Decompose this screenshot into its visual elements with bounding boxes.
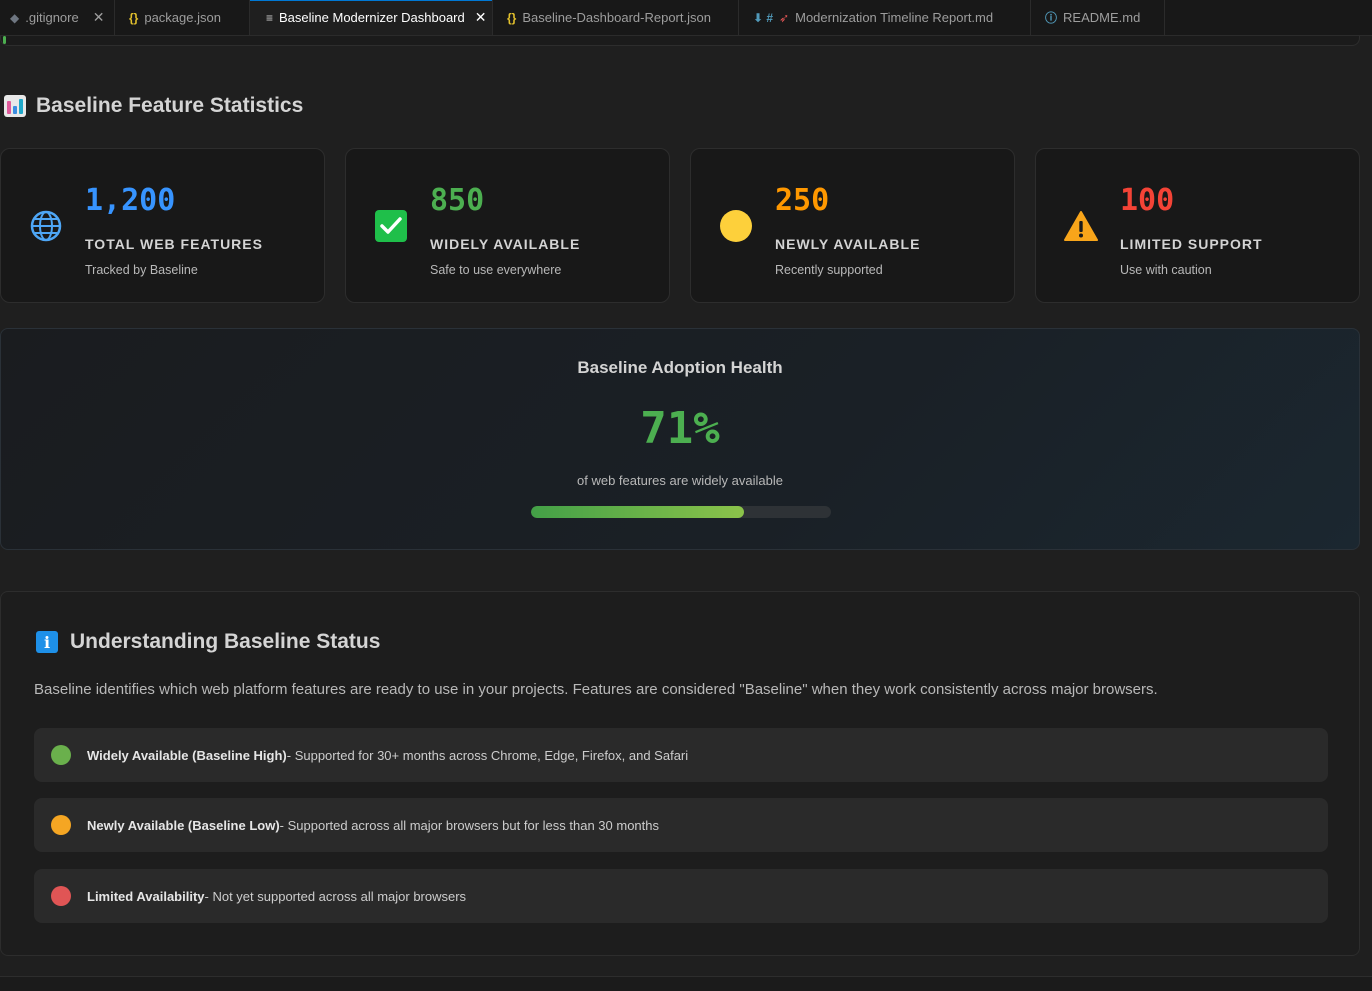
understanding-baseline-panel: i Understanding Baseline Status Baseline… [0, 591, 1360, 956]
health-progress-fill [531, 506, 744, 518]
info-description: Baseline identifies which web platform f… [34, 681, 1158, 698]
tab-label: README.md [1063, 10, 1141, 25]
circle-icon [719, 209, 753, 243]
stat-subtext: Safe to use everywhere [430, 263, 562, 277]
stat-label: NEWLY AVAILABLE [775, 236, 921, 252]
stat-card-widely-available: 850 WIDELY AVAILABLE Safe to use everywh… [345, 148, 670, 303]
dashboard-content: Baseline Feature Statistics 1,200 TOTAL … [0, 36, 1372, 991]
markdown-file-icon: ⬇ # [753, 10, 774, 25]
stat-card-newly-available: 250 NEWLY AVAILABLE Recently supported [690, 148, 1015, 303]
stat-value: 100 [1120, 183, 1175, 218]
tab-modernization-timeline-report[interactable]: ⬇ # ➶ Modernization Timeline Report.md [739, 0, 1031, 35]
close-icon[interactable]: ✕ [92, 9, 105, 25]
previous-section-edge [0, 36, 1360, 46]
status-row-newly-available: Newly Available (Baseline Low) - Support… [34, 798, 1328, 852]
status-text: - Supported for 30+ months across Chrome… [286, 747, 689, 763]
info-section-title: i Understanding Baseline Status [36, 630, 380, 654]
green-dot-icon [51, 745, 71, 765]
health-progress-bar [531, 506, 831, 518]
red-dot-icon [51, 886, 71, 906]
tab-readme[interactable]: ⓘ README.md [1031, 0, 1165, 35]
tab-gitignore[interactable]: ◆ .gitignore ✕ [0, 0, 115, 35]
tab-label: Baseline-Dashboard-Report.json [522, 10, 711, 25]
adoption-health-panel: Baseline Adoption Health 71% of web feat… [0, 328, 1360, 550]
status-name: Limited Availability [87, 888, 205, 904]
stat-card-limited-support: 100 LIMITED SUPPORT Use with caution [1035, 148, 1360, 303]
stat-cards: 1,200 TOTAL WEB FEATURES Tracked by Base… [0, 148, 1360, 304]
status-text: - Supported across all major browsers bu… [279, 817, 659, 833]
stat-subtext: Tracked by Baseline [85, 263, 198, 277]
next-section-edge [0, 976, 1372, 991]
stat-value: 850 [430, 183, 485, 218]
check-icon [374, 209, 408, 243]
status-name: Newly Available (Baseline Low) [87, 817, 280, 833]
stat-subtext: Use with caution [1120, 263, 1212, 277]
stat-subtext: Recently supported [775, 263, 883, 277]
section-heading: Understanding Baseline Status [70, 630, 381, 653]
status-name: Widely Available (Baseline High) [87, 747, 287, 763]
json-file-icon: {} [507, 10, 517, 25]
gitignore-file-icon: ◆ [10, 10, 20, 25]
stat-label: TOTAL WEB FEATURES [85, 236, 263, 252]
close-icon[interactable]: ✕ [474, 9, 487, 25]
health-percentage: 71% [640, 403, 720, 454]
tab-label: Baseline Modernizer Dashboard [279, 10, 465, 25]
tab-package-json[interactable]: {} package.json [115, 0, 250, 35]
stats-section-title: Baseline Feature Statistics [4, 94, 303, 118]
tab-baseline-modernizer-dashboard[interactable]: ≡ Baseline Modernizer Dashboard ✕ [250, 0, 493, 35]
bar-chart-icon [4, 95, 26, 117]
rocket-icon: ➶ [779, 10, 790, 25]
tab-label: .gitignore [25, 10, 79, 25]
globe-icon [29, 209, 63, 243]
section-heading: Baseline Feature Statistics [36, 94, 304, 117]
status-row-limited-availability: Limited Availability - Not yet supported… [34, 869, 1328, 923]
tab-baseline-dashboard-report[interactable]: {} Baseline-Dashboard-Report.json [493, 0, 739, 35]
status-row-widely-available: Widely Available (Baseline High) - Suppo… [34, 728, 1328, 782]
health-title: Baseline Adoption Health [577, 358, 783, 377]
stat-value: 1,200 [85, 183, 176, 218]
orange-dot-icon [51, 815, 71, 835]
stat-card-total: 1,200 TOTAL WEB FEATURES Tracked by Base… [0, 148, 325, 303]
tab-label: Modernization Timeline Report.md [795, 10, 994, 25]
info-file-icon: ⓘ [1045, 11, 1058, 25]
json-file-icon: {} [129, 10, 139, 25]
warning-icon [1064, 209, 1098, 243]
status-text: - Not yet supported across all major bro… [204, 888, 467, 904]
editor-tab-bar: ◆ .gitignore ✕ {} package.json ≡ Baselin… [0, 0, 1372, 36]
stat-label: LIMITED SUPPORT [1120, 236, 1263, 252]
stat-value: 250 [775, 183, 830, 218]
tab-label: package.json [144, 10, 221, 25]
health-subtitle: of web features are widely available [577, 473, 783, 488]
preview-file-icon: ≡ [266, 10, 274, 25]
info-icon: i [36, 631, 58, 653]
stat-label: WIDELY AVAILABLE [430, 236, 581, 252]
